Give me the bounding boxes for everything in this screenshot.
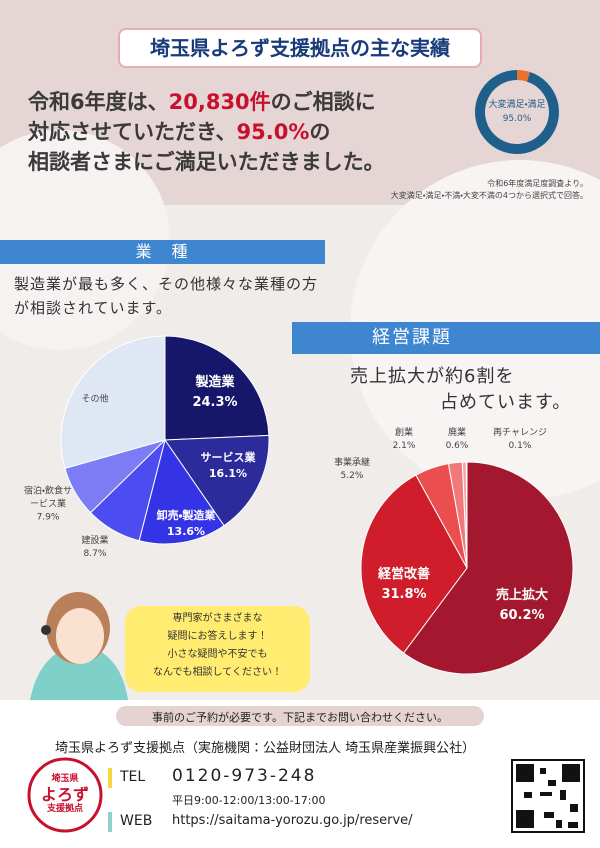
- pie-slice: [402, 461, 574, 675]
- category: 経営改善: [377, 567, 431, 582]
- category: 宿泊・飲食サービス業: [23, 486, 73, 510]
- pie-slice: [360, 474, 468, 654]
- page-title: 埼玉県よろず支援拠点の主な実績: [118, 28, 482, 68]
- bubble-line: 小さな疑問や不安でも: [167, 649, 268, 660]
- category: 卸売・製造業: [156, 509, 216, 522]
- bubble-line: なんでも相談してください！: [153, 667, 282, 678]
- slice-label: 経営改善 31.8%: [378, 565, 430, 605]
- logo: [27, 757, 103, 833]
- category: その他: [81, 394, 109, 405]
- survey-note: 令和6年度満足度調査より。: [487, 179, 588, 188]
- speech-bubble: 専門家がさまざまな 疑問にお答えします！ 小さな疑問や不安でも なんでも相談して…: [125, 606, 310, 692]
- bubble-line: 専門家がさまざまな: [172, 613, 263, 624]
- text: の: [309, 120, 331, 144]
- web-url[interactable]: https://saitama-yorozu.go.jp/reserve/: [172, 813, 413, 828]
- value-label: 5.2%: [340, 471, 364, 481]
- pie-slice: [138, 438, 225, 545]
- tel-label: TEL: [120, 769, 146, 785]
- heading-bar: [0, 240, 325, 264]
- value-label: 31.8%: [381, 587, 427, 602]
- slice-label: 宿泊・飲食サービス業 7.9%: [20, 486, 76, 525]
- slice-label: 事業承継 5.2%: [334, 457, 370, 483]
- slice-label: 建設業 8.7%: [81, 535, 108, 561]
- qr-code: [511, 759, 585, 833]
- person-illustration: [30, 592, 128, 700]
- slice-label: 再チャレンジ 0.1%: [493, 427, 547, 453]
- category: 再チャレンジ: [493, 428, 547, 438]
- donut-label: 大変満足・満足 95.0%: [488, 98, 545, 126]
- text: 対応させていただき、: [28, 120, 237, 144]
- value-label: 24.3%: [192, 395, 238, 410]
- slice-label: 廃業 0.6%: [446, 427, 469, 453]
- category: 売上拡大: [495, 588, 549, 603]
- section-text: 売上拡大が約6割を: [350, 366, 515, 387]
- notice: 事前のご予約が必要です。下記までお問い合わせください。: [152, 711, 448, 724]
- lead-line: 令和6年度は、20,830件のご相談に: [28, 86, 376, 116]
- value-label: 95.0%: [502, 114, 532, 124]
- section-heading: 業 種: [135, 242, 190, 261]
- value-label: 13.6%: [166, 525, 206, 538]
- bubble-line: 疑問にお答えします！: [167, 631, 268, 642]
- value-label: 16.1%: [208, 467, 248, 480]
- slice-label: 卸売・製造業 13.6%: [157, 508, 216, 540]
- highlight: 95.0%: [236, 120, 310, 144]
- logo-line: 埼玉県: [51, 774, 79, 784]
- tel-marker: [108, 768, 112, 788]
- section-heading: 経営課題: [372, 327, 452, 348]
- value-label: 8.7%: [83, 549, 107, 559]
- text: 令和6年度は、: [28, 90, 169, 114]
- category: 建設業: [81, 536, 109, 546]
- web-marker: [108, 812, 112, 832]
- logo-line: よろず: [40, 785, 89, 804]
- survey-note: 大変満足・満足・不満・大変不満の4つから選択式で回答。: [390, 191, 588, 200]
- category: サービス業: [200, 451, 256, 464]
- value-label: 60.2%: [499, 608, 545, 623]
- slice-label: 製造業 24.3%: [192, 373, 237, 413]
- pie-slice: [60, 335, 166, 470]
- slice-label: 創業 2.1%: [393, 427, 416, 453]
- category: 製造業: [195, 375, 235, 390]
- slice-label: サービス業 16.1%: [201, 450, 256, 482]
- category: 事業承継: [333, 458, 371, 468]
- lead-line: 対応させていただき、95.0%の: [28, 116, 330, 146]
- hours: 平日9:00-12:00/13:00-17:00: [172, 794, 326, 807]
- value-label: 7.9%: [36, 512, 60, 523]
- pie-slice: [465, 461, 468, 569]
- web-label: WEB: [120, 813, 153, 829]
- highlight: 20,830件: [168, 90, 271, 114]
- notice-bar: [116, 706, 484, 726]
- pie-slice: [164, 335, 270, 441]
- category: 廃業: [447, 428, 466, 438]
- text: のご相談に: [270, 90, 376, 114]
- value-label: 0.6%: [445, 441, 469, 451]
- section-text: 占めています。: [440, 392, 572, 413]
- category: 創業: [394, 428, 413, 438]
- tel-number: 0120-973-248: [172, 766, 317, 786]
- logo-line: 支援拠点: [46, 804, 83, 814]
- heading-bar: [292, 322, 600, 354]
- value-label: 0.1%: [508, 441, 532, 451]
- donut-segment: [517, 70, 530, 82]
- lead-line: 相談者さまにご満足いただきました。: [28, 150, 385, 174]
- organization: 埼玉県よろず支援拠点（実施機関：公益財団法人 埼玉県産業振興公社）: [55, 741, 476, 756]
- category: 大変満足・満足: [488, 100, 546, 110]
- slice-label: その他: [81, 394, 108, 407]
- slice-label: 売上拡大 60.2%: [496, 586, 548, 626]
- section-text: 製造業が最も多く、その他様々な業種の方が相談されています。: [14, 275, 319, 317]
- value-label: 2.1%: [392, 441, 416, 451]
- pie-slice: [164, 434, 270, 527]
- logo-text: 埼玉県 よろず 支援拠点: [29, 772, 101, 817]
